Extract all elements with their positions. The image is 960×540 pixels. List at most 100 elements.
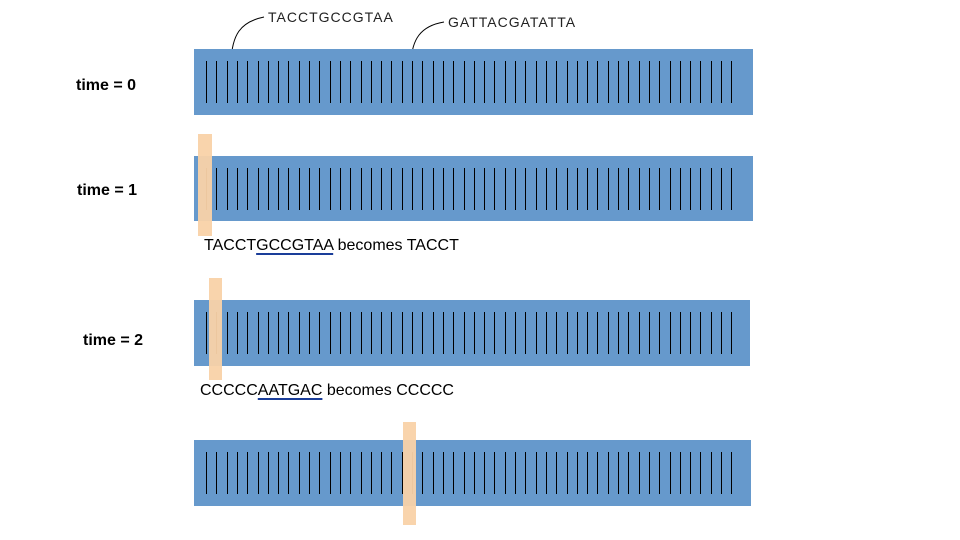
dna-strip-2-tick: [443, 312, 444, 354]
dna-strip-2-tick: [494, 312, 495, 354]
dna-strip-2-tick: [484, 312, 485, 354]
dna-strip-1-tick: [268, 168, 269, 210]
dna-strip-0-tick: [319, 61, 320, 103]
dna-strip-2-tick: [247, 312, 248, 354]
dna-strip-0-tick: [577, 61, 578, 103]
dna-strip-1-tick: [556, 168, 557, 210]
dna-strip-3-tick: [330, 452, 331, 494]
dna-strip-3-tick: [309, 452, 310, 494]
caption-1-removed: GCCGTAA: [256, 237, 334, 254]
dna-strip-1-tick: [381, 168, 382, 210]
dna-strip-3-tick: [649, 452, 650, 494]
dna-strip-3-tick: [700, 452, 701, 494]
dna-strip-3-tick: [505, 452, 506, 494]
dna-strip-0-tick: [608, 61, 609, 103]
dna-strip-0-tick: [731, 61, 732, 103]
dna-strip-2-tick: [453, 312, 454, 354]
dna-strip-0-tick: [278, 61, 279, 103]
dna-strip-1-tick: [639, 168, 640, 210]
dna-strip-2-tick: [567, 312, 568, 354]
cut-highlight-2: [209, 278, 222, 380]
dna-strip-0-tick: [443, 61, 444, 103]
dna-strip-2-tick: [412, 312, 413, 354]
dna-strip-3: [194, 440, 751, 506]
dna-strip-2-tick: [577, 312, 578, 354]
dna-strip-2-tick: [350, 312, 351, 354]
dna-strip-2-tick: [340, 312, 341, 354]
dna-strip-2-tick: [711, 312, 712, 354]
dna-strip-3-tick: [567, 452, 568, 494]
dna-strip-0-tick: [515, 61, 516, 103]
dna-strip-1-tick: [464, 168, 465, 210]
dna-strip-2-tick: [505, 312, 506, 354]
dna-strip-2-tick: [258, 312, 259, 354]
dna-strip-1-tick: [484, 168, 485, 210]
dna-strip-1-tick: [711, 168, 712, 210]
dna-strip-2-tick: [391, 312, 392, 354]
dna-strip-2-tick: [525, 312, 526, 354]
caption-1-kept: TACCT: [204, 237, 257, 254]
dna-strip-1-tick: [258, 168, 259, 210]
dna-strip-0-tick: [330, 61, 331, 103]
dna-strip-2-tick: [309, 312, 310, 354]
dna-strip-1-tick: [494, 168, 495, 210]
dna-strip-1-tick: [731, 168, 732, 210]
dna-strip-0-tick: [412, 61, 413, 103]
dna-strip-2-tick: [700, 312, 701, 354]
dna-strip-2-tick: [639, 312, 640, 354]
dna-strip-1-tick: [536, 168, 537, 210]
dna-strip-3-tick: [525, 452, 526, 494]
dna-strip-1-tick: [618, 168, 619, 210]
dna-strip-0-tick: [391, 61, 392, 103]
dna-strip-3-tick: [464, 452, 465, 494]
dna-strip-3-tick: [659, 452, 660, 494]
dna-strip-2-tick: [608, 312, 609, 354]
caption-2: CCCCCAATGAC becomes CCCCC: [200, 382, 454, 400]
caption-2-removed: AATGAC: [257, 382, 323, 399]
dna-strip-0-tick: [659, 61, 660, 103]
dna-strip-1-tick: [350, 168, 351, 210]
dna-strip-2-tick: [659, 312, 660, 354]
dna-strip-2-tick: [402, 312, 403, 354]
dna-strip-0-tick: [474, 61, 475, 103]
dna-strip-0-tick: [433, 61, 434, 103]
dna-strip-3-tick: [247, 452, 248, 494]
cut-highlight-1: [198, 134, 212, 236]
dna-strip-2-tick: [649, 312, 650, 354]
dna-strip-2-tick: [597, 312, 598, 354]
dna-strip-0-tick: [494, 61, 495, 103]
dna-strip-2-tick: [464, 312, 465, 354]
dna-strip-1-tick: [443, 168, 444, 210]
sequence-label-right: GATTACGATATTA: [448, 14, 577, 30]
dna-strip-3-tick: [206, 452, 207, 494]
dna-strip-3-tick: [670, 452, 671, 494]
dna-strip-0-tick: [546, 61, 547, 103]
dna-strip-3-tick: [587, 452, 588, 494]
dna-strip-0-tick: [690, 61, 691, 103]
dna-strip-2-tick: [556, 312, 557, 354]
dna-strip-3-tick: [216, 452, 217, 494]
dna-strip-3-tick: [556, 452, 557, 494]
dna-strip-0-tick: [247, 61, 248, 103]
dna-strip-0-tick: [525, 61, 526, 103]
dna-strip-3-tick: [690, 452, 691, 494]
time-label-0: time = 0: [76, 77, 137, 94]
dna-strip-2-tick: [319, 312, 320, 354]
dna-strip-1: [194, 156, 753, 221]
dna-strip-0-tick: [237, 61, 238, 103]
dna-strip-2-tick: [227, 312, 228, 354]
dna-strip-2-tick: [546, 312, 547, 354]
dna-strip-2-tick: [690, 312, 691, 354]
dna-strip-3-tick: [494, 452, 495, 494]
dna-strip-1-tick: [433, 168, 434, 210]
dna-strip-1-tick: [340, 168, 341, 210]
dna-strip-0-tick: [361, 61, 362, 103]
dna-strip-0-tick: [381, 61, 382, 103]
dna-strip-2-tick: [587, 312, 588, 354]
dna-strip-3-tick: [361, 452, 362, 494]
dna-strip-0-tick: [649, 61, 650, 103]
dna-strip-3-tick: [608, 452, 609, 494]
dna-strip-0-tick: [567, 61, 568, 103]
dna-strip-0-tick: [402, 61, 403, 103]
dna-strip-1-tick: [515, 168, 516, 210]
